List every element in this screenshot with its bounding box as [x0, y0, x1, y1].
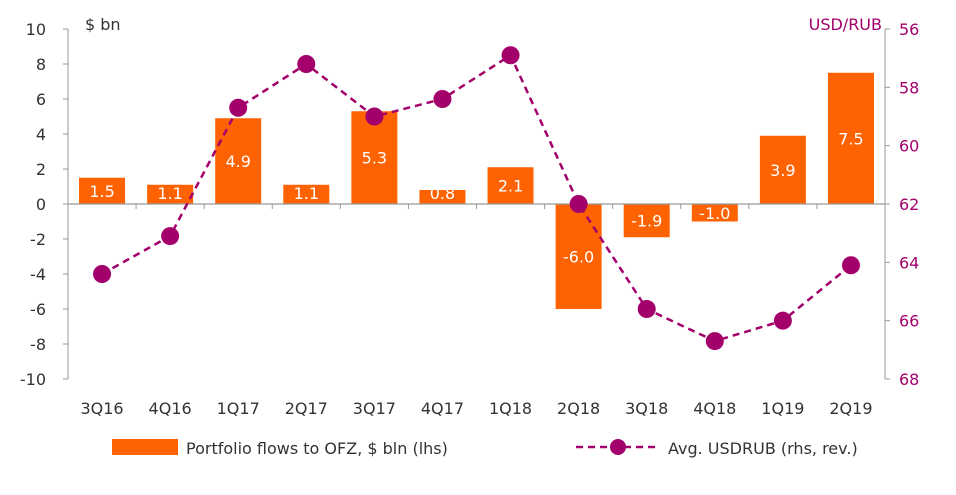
left-tick-label: 4	[36, 125, 46, 144]
category-label: 3Q17	[353, 399, 396, 418]
category-label: 2Q18	[557, 399, 600, 418]
bar-label: 4.9	[225, 152, 250, 171]
bar-2Q19	[827, 72, 874, 204]
bar-label: 0.8	[430, 184, 455, 203]
usdrub-point-3Q18	[637, 300, 656, 318]
bar-label: 5.3	[362, 149, 387, 168]
legend-bar-swatch	[112, 439, 178, 455]
bar-3Q17	[351, 111, 398, 204]
left-tick-label: -6	[30, 300, 46, 319]
left-tick-label: -4	[30, 265, 46, 284]
bar-4Q18	[691, 204, 738, 222]
usdrub-point-3Q17	[365, 107, 384, 126]
bar-label: 1.1	[157, 184, 182, 203]
usdrub-point-3Q16	[93, 265, 112, 283]
category-label: 2Q19	[829, 399, 872, 418]
right-tick-label: 62	[899, 195, 919, 214]
legend-line-label: Avg. USDRUB (rhs, rev.)	[668, 439, 858, 458]
category-label: 4Q17	[421, 399, 464, 418]
bar-4Q17	[419, 190, 466, 204]
category-label: 1Q19	[761, 399, 804, 418]
left-tick-label: 2	[36, 160, 46, 179]
bar-label: -1.0	[699, 204, 730, 223]
left-tick-label: -10	[20, 370, 46, 389]
bar-label: 1.5	[89, 182, 114, 201]
usdrub-point-1Q18	[501, 46, 520, 65]
bar-1Q18	[487, 167, 534, 204]
bar-label: -1.9	[631, 212, 662, 231]
category-label: 4Q16	[149, 399, 192, 418]
usdrub-point-4Q17	[433, 90, 452, 108]
bar-label: -6.0	[563, 248, 594, 267]
bar-1Q19	[759, 135, 806, 204]
bar-2Q17	[283, 184, 330, 204]
left-tick-label: -8	[30, 335, 46, 354]
left-tick-label: 0	[36, 195, 46, 214]
category-label: 3Q18	[625, 399, 668, 418]
left-axis-title: $ bn	[85, 15, 121, 34]
category-label: 1Q18	[489, 399, 532, 418]
right-tick-label: 56	[899, 20, 919, 39]
left-tick-label: 8	[36, 55, 46, 74]
category-label: 2Q17	[285, 399, 328, 418]
bar-2Q18	[555, 204, 602, 309]
usdrub-point-2Q17	[297, 55, 316, 73]
right-axis-title: USD/RUB	[809, 15, 882, 34]
right-tick-label: 58	[899, 78, 919, 97]
right-tick-label: 68	[899, 370, 919, 389]
category-label: 4Q18	[693, 399, 736, 418]
bar-4Q16	[147, 184, 194, 204]
bar-1Q17	[215, 118, 262, 204]
usdrub-point-2Q18	[569, 195, 588, 213]
legend-line-marker	[610, 439, 626, 455]
category-label: 1Q17	[217, 399, 260, 418]
usdrub-point-4Q18	[705, 332, 724, 351]
left-tick-label: 6	[36, 90, 46, 109]
usdrub-point-4Q16	[161, 227, 180, 246]
left-tick-label: 10	[26, 20, 46, 39]
category-label: 3Q16	[80, 399, 123, 418]
bar-label: 7.5	[838, 129, 863, 148]
usdrub-point-2Q19	[841, 256, 860, 275]
usdrub-point-1Q19	[773, 311, 792, 330]
bar-label: 3.9	[770, 161, 795, 180]
right-tick-label: 66	[899, 312, 919, 331]
legend-bar-label: Portfolio flows to OFZ, $ bln (lhs)	[186, 439, 448, 458]
bar-3Q16	[79, 177, 126, 204]
right-tick-label: 60	[899, 137, 919, 156]
usdrub-point-1Q17	[229, 98, 248, 117]
bar-label: 2.1	[498, 177, 523, 196]
right-tick-label: 64	[899, 253, 919, 272]
left-tick-label: -2	[30, 230, 46, 249]
usdrub-line	[101, 53, 852, 343]
bar-3Q18	[623, 204, 670, 238]
bar-label: 1.1	[294, 184, 319, 203]
